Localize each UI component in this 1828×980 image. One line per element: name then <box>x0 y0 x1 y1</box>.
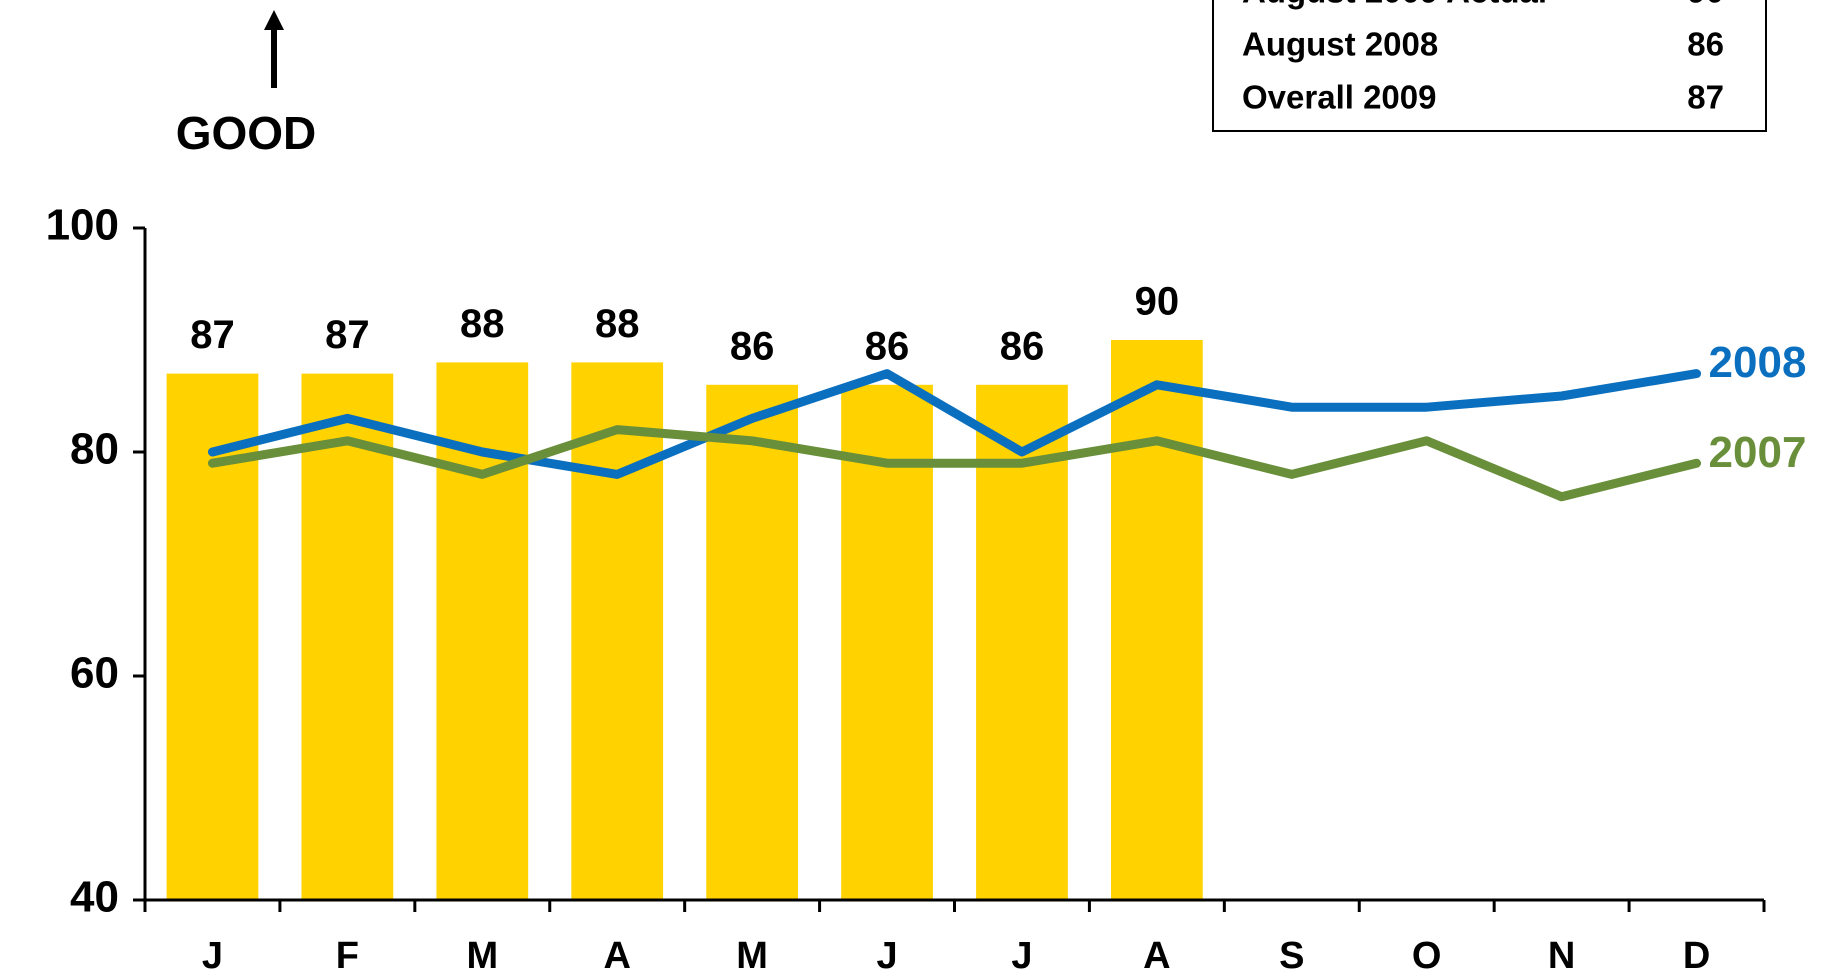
bar-value-label: 88 <box>595 302 640 346</box>
annotation: GOOD <box>176 107 317 159</box>
x-tick-label: O <box>1412 935 1442 977</box>
y-tick-label: 60 <box>70 649 119 698</box>
y-tick-label: 100 <box>46 201 119 250</box>
x-tick-label: S <box>1279 935 1304 977</box>
arrow-head <box>264 10 284 30</box>
bar-value-label: 87 <box>190 313 235 357</box>
bar-value-label: 87 <box>325 313 370 357</box>
bar <box>706 384 798 900</box>
bar-value-label: 86 <box>1000 324 1045 368</box>
bar-value-label: 86 <box>730 324 775 368</box>
table-value: 90 <box>1687 0 1724 10</box>
x-tick-label: M <box>736 935 768 977</box>
bar <box>1111 340 1203 900</box>
x-tick-label: A <box>603 935 630 977</box>
table-label: August 2008 <box>1242 26 1438 63</box>
line <box>207 369 1702 479</box>
table-value: 86 <box>1687 26 1724 63</box>
x-tick-label: N <box>1548 935 1575 977</box>
table-value: 87 <box>1687 79 1724 116</box>
table-label: August 2009 Actual <box>1242 0 1547 10</box>
bar <box>841 384 933 900</box>
x-tick-label: J <box>1011 935 1032 977</box>
x-tick-label: J <box>202 935 223 977</box>
bar <box>571 362 664 900</box>
bar <box>976 384 1068 900</box>
x-tick-label: A <box>1143 935 1170 977</box>
summary-box <box>1212 0 1767 132</box>
series-label: 2008 <box>1709 338 1807 387</box>
y-tick-label: 40 <box>70 873 119 922</box>
series-label: 2007 <box>1709 428 1807 477</box>
bar-value-label: 86 <box>865 324 910 368</box>
y-tick-label: 80 <box>70 425 119 474</box>
bar-value-label: 90 <box>1135 280 1180 324</box>
x-tick-label: D <box>1683 935 1710 977</box>
table-label: Overall 2009 <box>1242 79 1437 116</box>
bar-value-label: 88 <box>460 302 505 346</box>
bar <box>301 373 394 901</box>
line <box>207 425 1702 502</box>
x-tick-label: M <box>466 935 498 977</box>
x-tick-label: J <box>876 935 897 977</box>
x-tick-label: F <box>336 935 359 977</box>
